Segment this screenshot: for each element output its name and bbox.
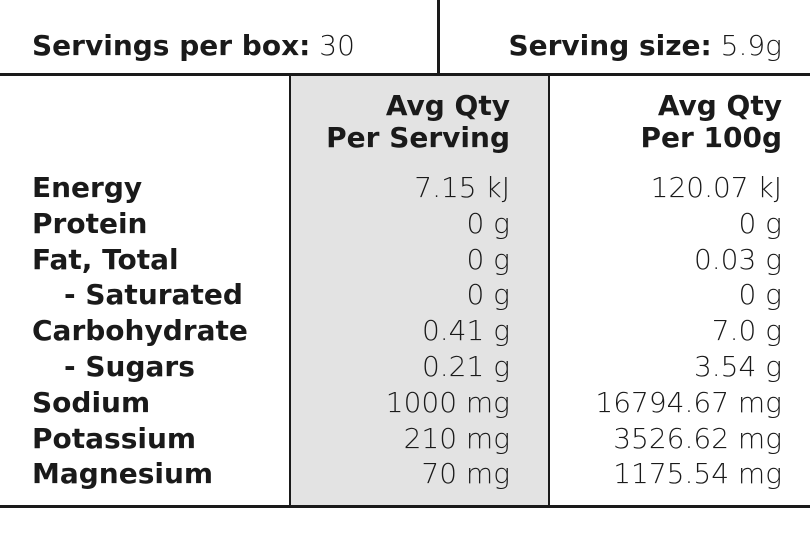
- per-100g-header-line-2: Per 100g: [640, 121, 782, 154]
- per-100g-value: 3526.62 mg: [613, 421, 782, 455]
- per-100g-header-line-1: Avg Qty: [657, 89, 782, 122]
- per-serving-value: 0 g: [466, 206, 510, 240]
- per-100g-value: 1175.54 mg: [613, 457, 782, 491]
- nutrient-label: Fat, Total: [32, 242, 179, 276]
- servings-per-box: Servings per box: 30: [32, 28, 355, 64]
- serving-size-label: Serving size:: [508, 29, 712, 62]
- per-serving-value: 7.15 kJ: [414, 171, 510, 204]
- per-serving-right-border: [548, 76, 550, 507]
- top-vertical-divider: [437, 0, 440, 76]
- per-serving-value: 1000 mg: [385, 385, 510, 419]
- nutrient-row-protein: Protein 0 g 0 g: [0, 206, 810, 242]
- nutrient-row-magnesium: Magnesium 70 mg 1175.54 mg: [0, 456, 810, 492]
- serving-size-value: 5.9g: [720, 29, 782, 62]
- nutrient-label: Potassium: [32, 421, 197, 455]
- per-serving-column-header: Avg Qty Per Serving: [326, 90, 510, 154]
- per-serving-value: 0 g: [466, 242, 510, 276]
- header-bottom-rule: [0, 73, 810, 76]
- per-100g-value: 120.07 kJ: [650, 171, 782, 204]
- servings-per-box-value: 30: [319, 29, 355, 62]
- nutrient-row-sugars: - Sugars 0.21 g 3.54 g: [0, 349, 810, 385]
- per-100g-value: 0.03 g: [693, 242, 782, 276]
- per-serving-column-shade: [291, 76, 548, 507]
- per-100g-value: 0 g: [738, 278, 782, 312]
- nutrient-row-saturated: - Saturated 0 g 0 g: [0, 277, 810, 313]
- table-bottom-rule: [0, 505, 810, 508]
- per-serving-header-line-1: Avg Qty: [385, 89, 510, 122]
- per-serving-value: 210 mg: [403, 421, 510, 455]
- per-serving-header-line-2: Per Serving: [326, 121, 510, 154]
- nutrient-label: - Saturated: [64, 278, 243, 312]
- nutrient-label: Sodium: [32, 385, 151, 419]
- nutrient-label: Magnesium: [32, 457, 214, 491]
- servings-per-box-label: Servings per box:: [32, 29, 311, 62]
- nutrient-label: Carbohydrate: [32, 314, 248, 348]
- nutrient-row-fat-total: Fat, Total 0 g 0.03 g: [0, 242, 810, 278]
- nutrient-label: - Sugars: [64, 349, 195, 383]
- nutrient-label: Protein: [32, 206, 148, 240]
- per-100g-value: 3.54 g: [693, 349, 782, 383]
- per-serving-value: 0 g: [466, 278, 510, 312]
- nutrient-row-carbohydrate: Carbohydrate 0.41 g 7.0 g: [0, 313, 810, 349]
- per-100g-value: 16794.67 mg: [595, 385, 782, 419]
- per-100g-column-header: Avg Qty Per 100g: [640, 90, 782, 154]
- nutrient-label: Energy: [32, 171, 143, 204]
- per-serving-left-border: [289, 76, 291, 507]
- per-serving-value: 0.21 g: [421, 349, 510, 383]
- per-100g-value: 7.0 g: [711, 314, 782, 348]
- nutrient-row-potassium: Potassium 210 mg 3526.62 mg: [0, 421, 810, 457]
- per-serving-value: 0.41 g: [421, 314, 510, 348]
- per-serving-value: 70 mg: [421, 457, 510, 491]
- serving-size: Serving size: 5.9g: [508, 28, 782, 64]
- nutrient-row-sodium: Sodium 1000 mg 16794.67 mg: [0, 385, 810, 421]
- nutrient-rows: Energy 7.15 kJ 120.07 kJ Protein 0 g 0 g…: [0, 170, 810, 492]
- per-100g-value: 0 g: [738, 206, 782, 240]
- nutrient-row-energy: Energy 7.15 kJ 120.07 kJ: [0, 170, 810, 206]
